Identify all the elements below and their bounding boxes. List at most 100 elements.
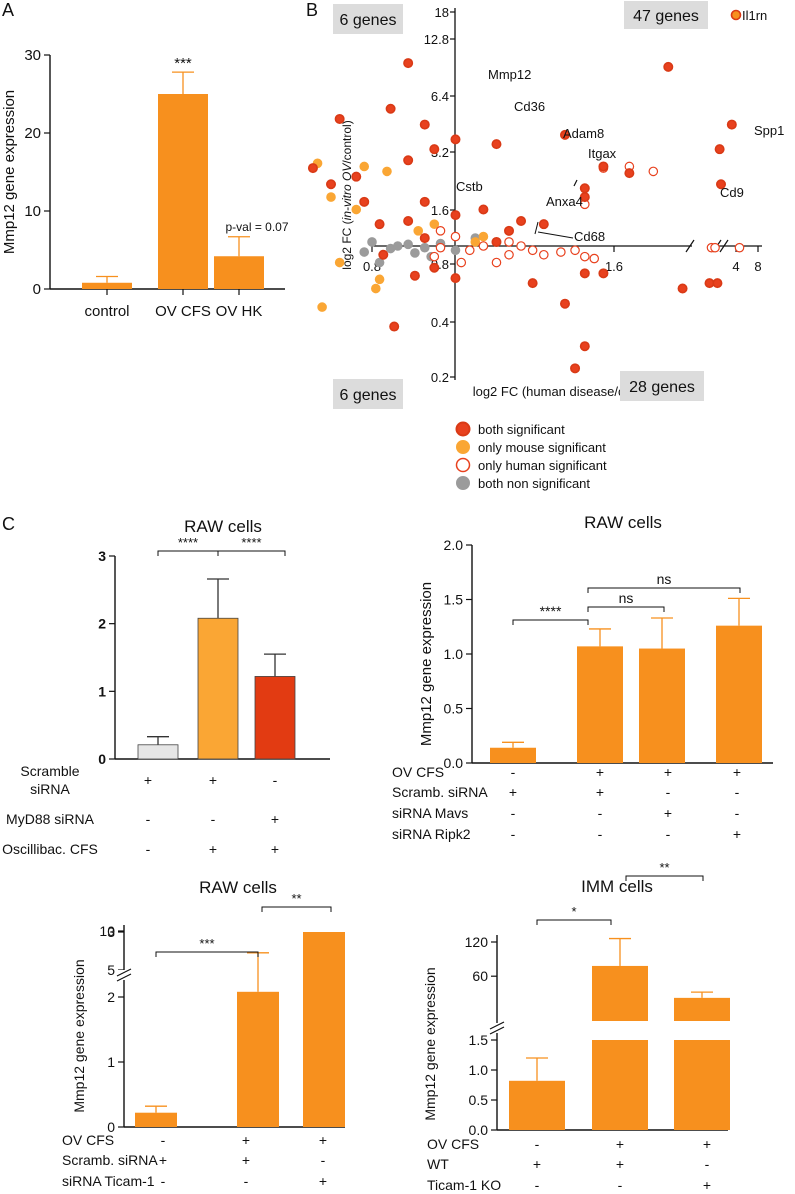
y-tick-label: 0	[107, 1119, 115, 1135]
gene-label: Cd36	[514, 99, 545, 114]
gene-label: Cstb	[456, 179, 483, 194]
scatter-point-only-human	[456, 257, 467, 268]
panel-letter-a: A	[2, 0, 14, 20]
y-tick-label: 30	[24, 47, 41, 64]
legend-marker	[455, 457, 471, 473]
scatter-point-both-significant	[598, 268, 609, 279]
scatter-point-only-human	[478, 241, 489, 251]
significance-bracket: ****	[157, 535, 219, 556]
scatter-point-only-human	[504, 249, 514, 260]
y-axis-break	[116, 968, 132, 982]
quadrant-label-box	[624, 1, 708, 29]
scatter-point-both-significant	[389, 321, 400, 332]
scatter-point-only-human	[435, 242, 446, 253]
significance-bracket: ***	[155, 936, 259, 957]
bar	[137, 744, 179, 760]
scatter-point-both-significant	[516, 216, 527, 227]
scatter-point-only-mouse	[351, 204, 362, 215]
significance-label: ****	[540, 603, 562, 619]
bar	[135, 1112, 177, 1127]
y-tick-label: 120	[465, 934, 489, 950]
condition-mark: -	[146, 841, 151, 857]
panel-a-chart: 0 10 20 30 Mmp12 gene expression control OV CF…	[1, 47, 289, 320]
chart-title: RAW cells	[584, 513, 662, 532]
scatter-point-both-significant	[677, 283, 688, 294]
bar	[214, 256, 264, 289]
condition-label: OV CFS	[62, 1132, 114, 1148]
scatter-point-both-significant	[598, 161, 609, 172]
y-tick-label: 0.0	[444, 755, 464, 771]
condition-label: Ticam-1 KO	[427, 1177, 501, 1193]
y-tick-label: 1.5	[444, 592, 464, 608]
scatter-point-only-mouse	[359, 161, 370, 172]
y-tick-label: 1.0	[444, 646, 464, 662]
scatter-point-both-significant	[570, 363, 581, 374]
scatter-point-both-significant	[429, 262, 440, 273]
legend-item: both non significant	[456, 476, 590, 491]
y-axis-title: Mmp12 gene expression	[1, 90, 18, 254]
p-value-annotation: p-val = 0.07	[225, 220, 288, 234]
axis-break-slash	[489, 1026, 505, 1035]
condition-mark: +	[319, 1132, 327, 1148]
quadrant-label-text: 28 genes	[629, 379, 695, 396]
scatter-point-only-mouse	[429, 219, 440, 229]
y-tick-label: 2	[107, 989, 115, 1005]
y-tick-label: 0	[98, 751, 106, 767]
gene-label-tick	[573, 179, 578, 187]
bar	[509, 1080, 565, 1130]
condition-label: WT	[427, 1156, 449, 1172]
scatter-point-only-human	[429, 251, 440, 262]
condition-mark: -	[535, 1136, 540, 1152]
significance-label: ****	[178, 535, 198, 550]
quadrant-label: 6 genes	[333, 4, 403, 34]
y-axis-title-part: /control)	[340, 120, 354, 163]
condition-mark: +	[209, 841, 217, 857]
scatter-point-both-significant	[715, 179, 726, 190]
scatter-point-both-significant	[429, 144, 440, 155]
significance-label: **	[659, 860, 669, 875]
scatter-point-both-significant	[579, 183, 590, 194]
y-tick-label: 0.4	[431, 315, 449, 330]
condition-row: MyD88 siRNA - - +	[6, 811, 279, 827]
chart-title: RAW cells	[199, 878, 277, 897]
y-tick-label: 5	[107, 962, 115, 978]
significance-bracket	[157, 550, 219, 556]
error-bar	[207, 578, 229, 619]
quadrant-label-box	[333, 4, 403, 34]
condition-mark: +	[664, 764, 672, 780]
scatter-point-only-human	[527, 245, 538, 256]
scatter-point-both-significant	[579, 341, 590, 352]
error-bar	[589, 628, 611, 647]
y-tick-label: 2	[98, 616, 106, 632]
condition-label: siRNA Ripk2	[392, 826, 471, 842]
significance-bracket: ****	[512, 603, 589, 625]
error-bar	[145, 1105, 167, 1113]
scatter-point-both-significant	[579, 192, 590, 203]
scatter-point-non-significant	[410, 248, 420, 258]
condition-row: Scramb. siRNA + + - -	[392, 784, 740, 800]
significance-bracket: ns	[587, 571, 741, 593]
condition-label: OV CFS	[427, 1136, 479, 1152]
error-bar	[264, 653, 286, 677]
scatter-point-both-significant	[359, 196, 370, 207]
y-tick-label: 3	[98, 548, 106, 564]
significance-label: **	[291, 891, 301, 906]
axis-break-slash	[116, 973, 132, 982]
significance-bracket: ns	[587, 590, 665, 612]
condition-mark: +	[144, 772, 152, 788]
gene-label-leader	[537, 231, 574, 239]
quadrant-label-text: 6 genes	[340, 387, 397, 404]
significance-label: ***	[199, 936, 214, 951]
panel-letter-b: B	[306, 0, 318, 20]
quadrant-label-text: 6 genes	[340, 12, 397, 29]
bar	[254, 676, 296, 760]
condition-mark: +	[271, 841, 279, 857]
y-tick-label: 20	[24, 125, 41, 142]
y-tick-label: 1.5	[469, 1032, 489, 1048]
bar	[490, 747, 536, 763]
legend-marker	[456, 476, 470, 490]
scatter-point-both-significant	[450, 210, 461, 221]
condition-mark: -	[211, 811, 216, 827]
error-bar	[651, 617, 673, 649]
